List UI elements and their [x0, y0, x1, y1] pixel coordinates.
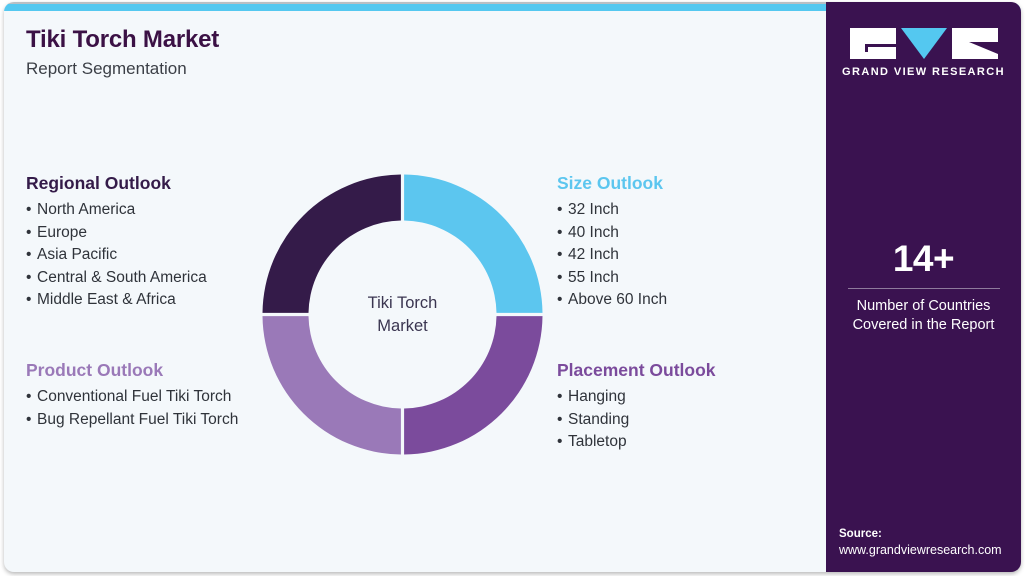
bullet-icon: •	[26, 410, 32, 428]
page-subtitle: Report Segmentation	[26, 58, 187, 78]
list-item: • Bug Repellant Fuel Tiki Torch	[26, 409, 238, 432]
donut-center-label: Tiki Torch Market	[262, 174, 543, 455]
bullet-icon: •	[557, 291, 563, 309]
source-block: Source: www.grandviewresearch.com	[839, 526, 1019, 559]
segment-title-product: Product Outlook	[26, 360, 164, 380]
top-hairline	[4, 2, 1021, 4]
list-item: • North America	[26, 199, 207, 222]
bullet-icon: •	[26, 268, 32, 286]
stat-block: 14+ Number of Countries Covered in the R…	[826, 240, 1021, 335]
list-item: • Asia Pacific	[26, 244, 207, 267]
bullet-icon: •	[26, 246, 32, 264]
source-label: Source:	[839, 528, 882, 540]
list-item: • Middle East & Africa	[26, 289, 207, 312]
segment-list-size: • 32 Inch • 40 Inch • 42 Inch • 55 Inch • Abo…	[557, 199, 667, 312]
stat-number: 14+	[892, 238, 955, 279]
donut-slice-product	[262, 316, 401, 455]
gvr-logo: GRAND VIEW RESEARCH	[826, 28, 1021, 78]
list-item-label: Middle East & Africa	[37, 291, 176, 309]
list-item: • 32 Inch	[557, 199, 667, 222]
header: Tiki Torch Market Report Segmentation	[26, 26, 666, 79]
list-item-label: Asia Pacific	[37, 246, 118, 264]
list-item-label: Europe	[37, 223, 87, 241]
list-item-label: North America	[37, 201, 136, 218]
bullet-icon: •	[557, 246, 563, 264]
list-item: • Europe	[26, 222, 207, 245]
list-item: • Tabletop	[557, 431, 716, 454]
sidebar: GRAND VIEW RESEARCH 14+ Number of Countr…	[826, 2, 1021, 572]
bullet-icon: •	[26, 291, 32, 309]
list-item-label: Hanging	[568, 388, 626, 405]
list-item: • Standing	[557, 409, 716, 432]
report-card: Tiki Torch Market Report Segmentation Re…	[4, 2, 1021, 572]
bullet-icon: •	[26, 201, 32, 218]
segment-title-placement: Placement Outlook	[557, 360, 716, 380]
bullet-icon: •	[557, 223, 563, 241]
list-item-label: Tabletop	[568, 433, 627, 451]
segment-title-size: Size Outlook	[557, 173, 663, 193]
bullet-icon: •	[26, 223, 32, 241]
segment-title-regional: Regional Outlook	[26, 173, 171, 193]
list-item-label: 40 Inch	[568, 223, 619, 241]
stat-caption: Number of Countries Covered in the Repor…	[826, 297, 1021, 335]
segment-list-regional: • North America • Europe • Asia Pacific • Ce…	[26, 199, 207, 312]
bullet-icon: •	[26, 388, 32, 405]
list-item-label: Bug Repellant Fuel Tiki Torch	[37, 410, 239, 428]
top-accent-bar	[4, 4, 1021, 11]
segment-list-placement: • Hanging • Standing • Tabletop	[557, 386, 716, 454]
logo-v-icon	[900, 28, 947, 59]
list-item-label: 32 Inch	[568, 201, 619, 218]
segment-placement-outlook: Placement Outlook • Hanging • Standing • Ta…	[557, 360, 716, 454]
segment-regional-outlook: Regional Outlook • North America • Europe …	[26, 173, 207, 312]
bullet-icon: •	[557, 388, 563, 405]
stat-caption-line2: Covered in the Report	[852, 317, 995, 333]
source-url[interactable]: www.grandviewresearch.com	[839, 543, 1002, 557]
donut-center-line1: Tiki Torch	[367, 293, 438, 312]
list-item-label: Central & South America	[37, 268, 207, 286]
donut-center-line2: Market	[377, 316, 428, 335]
stat-divider	[847, 288, 1000, 289]
list-item-label: Above 60 Inch	[568, 291, 668, 309]
page-title: Tiki Torch Market	[26, 26, 220, 53]
bullet-icon: •	[557, 201, 563, 218]
list-item: • Central & South America	[26, 267, 207, 290]
bullet-icon: •	[557, 268, 563, 286]
list-item-label: Conventional Fuel Tiki Torch	[37, 388, 232, 405]
logo-wordmark: GRAND VIEW RESEARCH	[842, 66, 1005, 78]
segment-product-outlook: Product Outlook • Conventional Fuel Tiki …	[26, 360, 238, 431]
stat-caption-line1: Number of Countries	[856, 298, 991, 314]
list-item: • 40 Inch	[557, 222, 667, 245]
list-item-label: 42 Inch	[568, 246, 619, 264]
logo-r-icon	[951, 28, 998, 59]
donut-svg	[262, 174, 543, 455]
donut-slice-regional	[262, 174, 401, 313]
logo-g-icon	[849, 28, 896, 59]
gvr-logo-marks	[849, 28, 998, 59]
list-item-label: Standing	[568, 410, 630, 428]
donut-slice-size	[404, 174, 543, 313]
list-item: • Hanging	[557, 386, 716, 409]
list-item: • Conventional Fuel Tiki Torch	[26, 386, 238, 409]
list-item: • 55 Inch	[557, 267, 667, 290]
segment-size-outlook: Size Outlook • 32 Inch • 40 Inch • 42 Inch …	[557, 173, 667, 312]
list-item: • 42 Inch	[557, 244, 667, 267]
bullet-icon: •	[557, 433, 563, 451]
segment-list-product: • Conventional Fuel Tiki Torch • Bug Repel…	[26, 386, 238, 431]
donut-slice-placement	[404, 316, 543, 455]
list-item-label: 55 Inch	[568, 268, 619, 286]
donut-chart: Tiki Torch Market	[262, 174, 543, 455]
list-item: • Above 60 Inch	[557, 289, 667, 312]
bullet-icon: •	[557, 410, 563, 428]
